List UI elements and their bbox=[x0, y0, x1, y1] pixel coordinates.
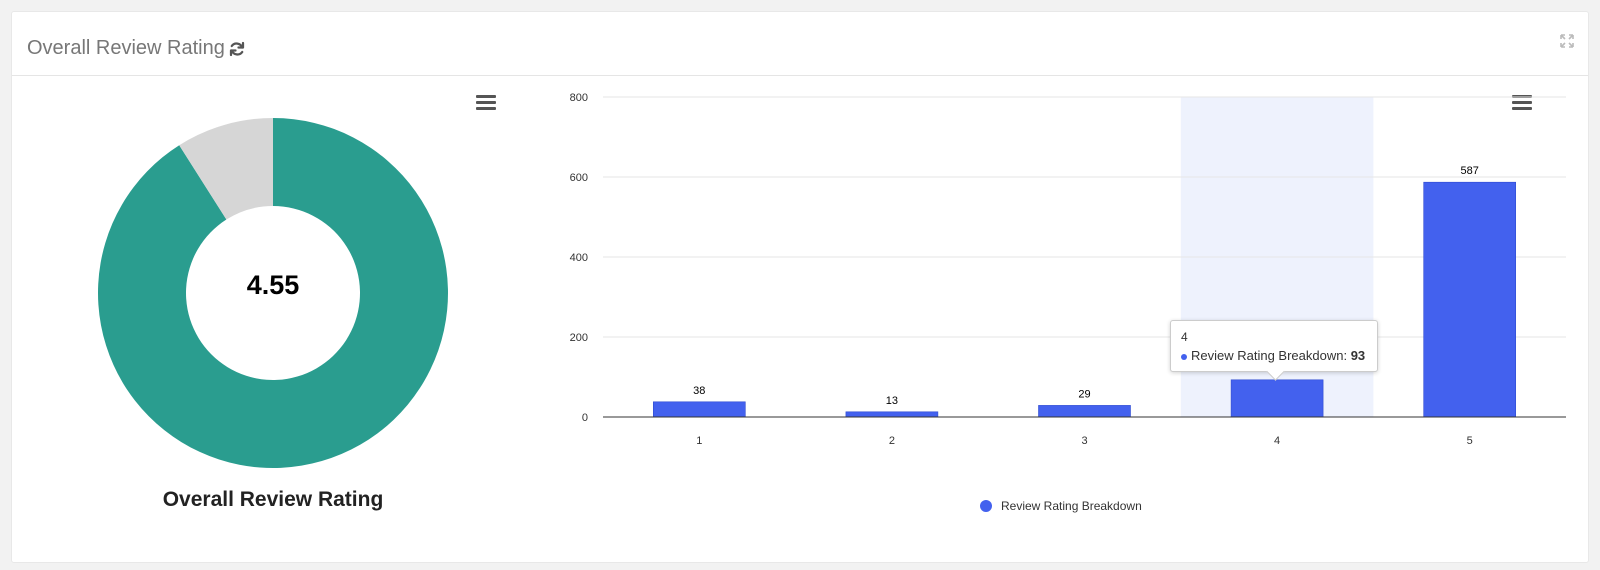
x-tick-label: 2 bbox=[889, 435, 895, 447]
y-tick-label: 0 bbox=[582, 412, 588, 424]
donut-slice-remainder[interactable] bbox=[179, 118, 273, 220]
legend-dot bbox=[980, 499, 992, 512]
y-tick-label: 600 bbox=[570, 172, 588, 184]
tooltip-category: 4 bbox=[1181, 330, 1188, 344]
x-tick-label: 4 bbox=[1274, 435, 1280, 447]
x-tick-label: 1 bbox=[696, 435, 702, 447]
donut-caption: Overall Review Rating bbox=[162, 488, 384, 511]
panel-header: Overall Review Rating bbox=[12, 12, 1588, 76]
legend-item[interactable]: Review Rating Breakdown bbox=[980, 498, 1142, 513]
y-tick-label: 200 bbox=[570, 332, 588, 344]
tooltip-series-dot bbox=[1181, 353, 1187, 360]
refresh-icon[interactable] bbox=[228, 40, 246, 58]
y-tick-label: 400 bbox=[570, 252, 588, 264]
bar[interactable] bbox=[1423, 181, 1516, 418]
donut-chart bbox=[98, 118, 449, 468]
tooltip-row: Review Rating Breakdown: 93 bbox=[1181, 348, 1365, 363]
hamburger-menu-icon bbox=[476, 95, 496, 98]
bar-data-label: 587 bbox=[1461, 165, 1479, 177]
donut-slice-rating[interactable] bbox=[98, 118, 449, 468]
bar[interactable] bbox=[845, 411, 939, 418]
bar[interactable] bbox=[1230, 379, 1324, 418]
donut-menu-button[interactable] bbox=[476, 95, 496, 111]
legend-label: Review Rating Breakdown bbox=[1001, 498, 1142, 513]
chart-tooltip: 4 Review Rating Breakdown: 93 bbox=[1170, 320, 1378, 381]
bar[interactable] bbox=[652, 401, 746, 418]
bar-data-label: 38 bbox=[693, 385, 705, 397]
donut-center-value: 4.55 bbox=[246, 270, 300, 300]
x-tick-label: 5 bbox=[1467, 435, 1473, 447]
x-tick-label: 3 bbox=[1081, 435, 1087, 447]
expand-icon[interactable] bbox=[1560, 34, 1574, 48]
bar-data-label: 13 bbox=[886, 395, 898, 407]
y-tick-label: 800 bbox=[570, 92, 588, 104]
panel-title: Overall Review Rating bbox=[27, 37, 225, 59]
bar[interactable] bbox=[1038, 405, 1131, 418]
tooltip-series-name: Review Rating Breakdown bbox=[1191, 348, 1344, 363]
bar-data-label: 29 bbox=[1078, 388, 1090, 400]
tooltip-value: 93 bbox=[1350, 348, 1366, 363]
